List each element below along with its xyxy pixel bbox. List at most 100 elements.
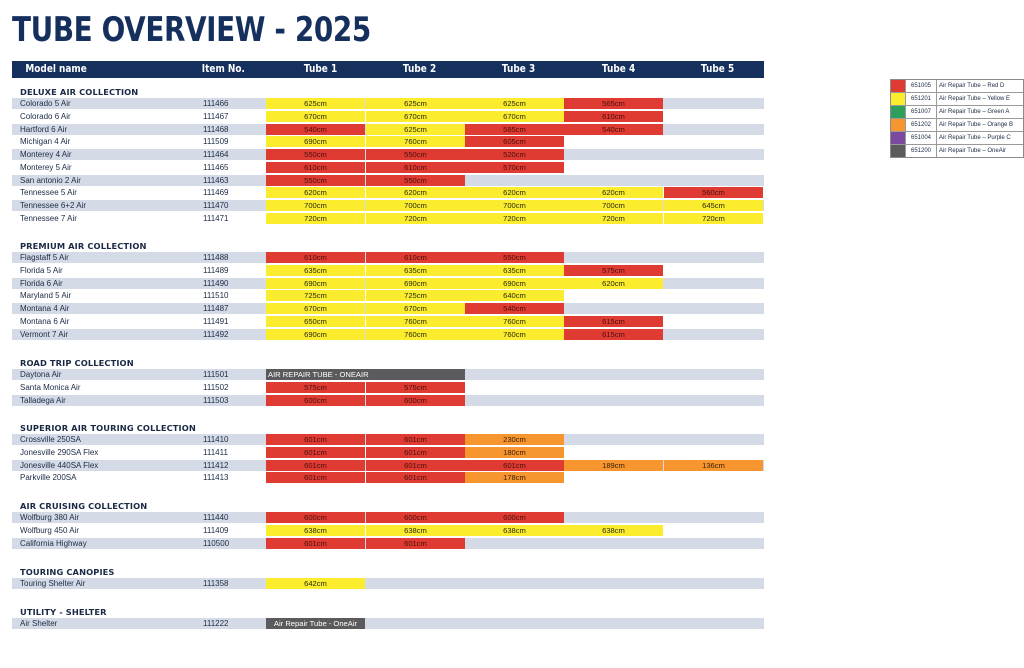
tube-cell: 720cm (664, 213, 763, 225)
table-row: Maryland 5 Air 111510 725cm 725cm 640cm (12, 290, 764, 302)
table-row: California Highway 110500 601cm 601cm (12, 537, 764, 549)
item-number: 111466 (203, 99, 229, 108)
tube-cell: 638cm (266, 524, 365, 536)
tube-cell: 635cm (366, 264, 465, 276)
tube-cell: 600cm (366, 394, 465, 406)
legend-item: 651201 Air Repair Tube – Yellow E (891, 93, 1023, 106)
item-number: 111488 (203, 253, 229, 262)
tube-cell: 690cm (366, 277, 465, 289)
tube-cell: 760cm (366, 328, 465, 340)
legend-item: 651202 Air Repair Tube – Orange B (891, 119, 1023, 132)
header-tube-4: Tube 4 (601, 63, 636, 75)
legend-swatch (891, 132, 906, 144)
tube-cell: 550cm (266, 149, 365, 161)
tube-cell: 720cm (366, 213, 465, 225)
tube-cell: 638cm (564, 524, 663, 536)
tube-cell: Air Repair Tube - OneAir (266, 618, 365, 629)
model-name: Jonesville 440SA Flex (20, 460, 99, 470)
tube-cell: 570cm (465, 161, 564, 173)
legend-code: 651004 (906, 132, 937, 144)
tube-cell: 601cm (465, 459, 564, 471)
tube-cell: 760cm (465, 328, 564, 340)
tube-cell: 700cm (266, 200, 365, 212)
tube-cell: 180cm (465, 446, 564, 458)
item-number: 111467 (203, 111, 229, 121)
tube-cell: 625cm (465, 98, 564, 109)
tube-cell: 601cm (266, 434, 365, 445)
legend-item: 651005 Air Repair Tube – Red D (891, 80, 1023, 93)
tube-cell: 575cm (266, 381, 365, 393)
tube-cell: 601cm (266, 537, 365, 549)
tube-cell: 725cm (266, 290, 365, 302)
model-name: Touring Shelter Air (20, 579, 86, 588)
tube-cell: 610cm (266, 252, 365, 263)
model-name: Vermont 7 Air (20, 329, 69, 339)
tube-cell: 189cm (564, 459, 663, 471)
tube-cell: 540cm (465, 303, 564, 315)
item-number: 111503 (203, 395, 229, 405)
table-header: Model name Item No. Tube 1 Tube 2 Tube 3… (12, 61, 764, 78)
table-row: Air Shelter 111222 Air Repair Tube - OneAi… (12, 618, 764, 629)
model-name: Maryland 5 Air (20, 291, 72, 301)
legend-code: 651007 (906, 106, 937, 118)
tube-cell: 760cm (366, 136, 465, 148)
tube-cell: 600cm (266, 512, 365, 523)
table-row: Montana 6 Air 111491 650cm 760cm 760cm 615cm (12, 315, 764, 327)
model-name: Florida 5 Air (20, 265, 63, 275)
item-number: 111411 (203, 447, 228, 457)
table-row: San antonio 2 Air 111463 550cm 550cm (12, 174, 764, 186)
model-name: Montana 6 Air (20, 316, 70, 326)
section-title: SUPERIOR AIR TOURING COLLECTION (20, 423, 196, 433)
legend-swatch (891, 93, 906, 105)
model-name: Daytona Air (20, 370, 62, 379)
tube-cell: 601cm (266, 446, 365, 458)
legend-code: 651005 (906, 80, 937, 92)
tube-cell: 601cm (266, 472, 365, 484)
section-title: TOURING CANOPIES (20, 567, 115, 577)
item-number: 111490 (203, 278, 229, 288)
header-tube-1: Tube 1 (303, 63, 338, 75)
item-number: 111222 (203, 619, 229, 628)
tube-cell: 670cm (366, 110, 465, 122)
tube-cell: 601cm (366, 446, 465, 458)
item-number: 111440 (203, 513, 229, 522)
tube-cell: 600cm (266, 394, 365, 406)
tube-cell: 640cm (465, 290, 564, 302)
tube-cell: 625cm (366, 98, 465, 109)
model-name: Wolfburg 380 Air (20, 513, 79, 522)
item-number: 111471 (203, 214, 229, 224)
tube-cell: 610cm (366, 252, 465, 263)
item-number: 111465 (203, 162, 229, 172)
model-name: Florida 6 Air (20, 278, 63, 288)
item-number: 111510 (203, 291, 229, 301)
table-row: Florida 6 Air 111490 690cm 690cm 690cm 620cm (12, 277, 764, 289)
item-number: 111410 (203, 435, 229, 444)
legend-label: Air Repair Tube – Yellow E (939, 96, 1011, 102)
item-number: 111502 (203, 382, 229, 392)
table-row: Talladega Air 111503 600cm 600cm (12, 394, 764, 406)
tube-cell: 550cm (366, 174, 465, 186)
tube-cell: 540cm (564, 123, 663, 135)
tube-cell: 642cm (266, 578, 365, 589)
table-row: Crossville 250SA 111410 601cm 601cm 230cm (12, 434, 764, 445)
tube-cell: 575cm (564, 264, 663, 276)
header-model-name: Model name (25, 63, 87, 75)
legend-item: 651007 Air Repair Tube – Green A (891, 106, 1023, 119)
model-name: Wolfburg 450 Air (20, 525, 79, 535)
table-row: Jonesville 440SA Flex 111412 601cm 601cm 601… (12, 459, 764, 471)
tube-cell: 520cm (465, 149, 564, 161)
tube-cell: 625cm (266, 98, 365, 109)
model-name: Tennessee 6+2 Air (20, 201, 87, 211)
tube-cell: 136cm (664, 459, 763, 471)
item-number: 111413 (203, 473, 229, 483)
page-title: TUBE OVERVIEW - 2025 (12, 10, 371, 50)
legend-swatch (891, 145, 906, 157)
tube-cell: 670cm (465, 110, 564, 122)
model-name: Flagstaff 5 Air (20, 253, 69, 262)
table-row: Hartford 6 Air 111468 540cm 625cm 585cm 540cm (12, 123, 764, 135)
legend-item: 651200 Air Repair Tube – OneAir (891, 145, 1023, 157)
tube-cell: 670cm (366, 303, 465, 315)
tube-cell: 720cm (465, 213, 564, 225)
tube-cell: 670cm (266, 110, 365, 122)
tube-cell: 620cm (564, 277, 663, 289)
